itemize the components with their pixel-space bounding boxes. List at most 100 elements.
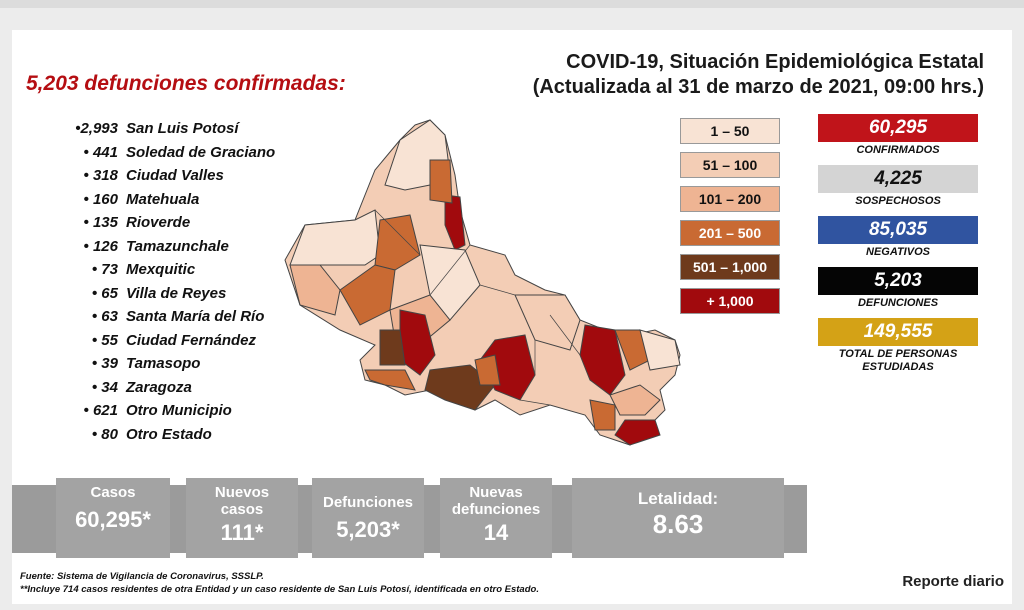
deaths-place: Matehuala <box>126 190 200 208</box>
summary-letalidad: Letalidad: 8.63 <box>572 478 784 558</box>
stat-block: 149,555 TOTAL DE PERSONAS ESTUDIADAS <box>818 318 978 374</box>
stat-label: TOTAL DE PERSONAS ESTUDIADAS <box>838 348 958 373</box>
stat-block: 4,225 SOSPECHOSOS <box>818 165 978 208</box>
stat-value: 60,295 <box>818 114 978 142</box>
summary-nuevos-casos-value: 111* <box>220 520 264 545</box>
map-region-huasteca-5 <box>589 399 616 431</box>
stat-value: 5,203 <box>818 267 978 295</box>
deaths-list-item: • 318 Ciudad Valles <box>44 167 275 191</box>
map-region-east-strip <box>444 194 466 251</box>
deaths-list-item: • 73 Mexquitic <box>44 261 275 285</box>
map-region-south-west <box>364 369 416 391</box>
deaths-list-item: • 65 Villa de Reyes <box>44 285 275 309</box>
map-region-villa-reyes <box>424 364 496 411</box>
deaths-count: •2,993 <box>75 120 118 137</box>
deaths-list-item: • 55 Ciudad Fernández <box>44 332 275 356</box>
deaths-place: Rioverde <box>126 214 191 231</box>
map-border-6 <box>519 399 551 406</box>
map-region-matehuala <box>374 214 421 271</box>
deaths-count: • 135 <box>83 214 118 231</box>
deaths-place: Zaragoza <box>126 378 192 396</box>
deaths-place: Mexquitic <box>126 261 196 278</box>
legend-item: + 1,000 <box>680 288 780 314</box>
summary-casos-label: Casos <box>90 484 136 501</box>
stat-value: 85,035 <box>818 216 978 244</box>
deaths-list-item: • 80 Otro Estado <box>44 426 275 450</box>
top-bar <box>0 0 1024 8</box>
legend-item: 101 – 200 <box>680 186 780 212</box>
deaths-count: • 63 <box>91 308 118 325</box>
legend-item: 501 – 1,000 <box>680 254 780 280</box>
stat-block: 60,295 CONFIRMADOS <box>818 114 978 157</box>
deaths-place: Ciudad Valles <box>126 167 224 184</box>
summary-nuevas-defunciones: Nuevas defunciones 14 <box>440 478 552 558</box>
map-region-central-west <box>339 264 396 326</box>
map-region-mid-east <box>514 294 581 351</box>
map-border-2 <box>429 244 471 296</box>
map-region-ne-small <box>429 159 453 204</box>
deaths-count: • 621 <box>83 402 118 419</box>
summary-nuevos-casos-label: Nuevos casos <box>214 484 270 518</box>
map-border-1 <box>374 209 421 256</box>
deaths-count: • 65 <box>91 284 118 302</box>
title-line-1: COVID-19, Situación Epidemiológica Estat… <box>566 51 984 73</box>
deaths-list-item: • 135 Rioverde <box>44 214 275 238</box>
deaths-list-item: • 34 Zaragoza <box>44 379 275 403</box>
deaths-list-item: • 39 Tamasopo <box>44 355 275 379</box>
deaths-place: Otro Municipio <box>126 402 232 419</box>
legend-item: 1 – 50 <box>680 118 780 144</box>
footnote-source: Fuente: Sistema de Vigilancia de Coronav… <box>20 571 264 582</box>
report-label: Reporte diario <box>902 573 1004 590</box>
deaths-count: • 126 <box>83 237 118 255</box>
map-region-northwest <box>289 209 381 266</box>
map-region-west <box>289 264 341 316</box>
deaths-list-item: • 160 Matehuala <box>44 191 275 215</box>
deaths-place: Tamazunchale <box>126 237 229 255</box>
summary-casos-value: 60,295* <box>75 507 151 532</box>
stat-block: 85,035 NEGATIVOS <box>818 216 978 259</box>
color-legend: 1 – 50 51 – 100 101 – 200 201 – 500 501 – 1,… <box>680 118 780 322</box>
deaths-list-item: • 126 Tamazunchale <box>44 238 275 262</box>
deaths-place: Soledad de Graciano <box>126 143 276 161</box>
summary-letalidad-value: 8.63 <box>652 509 704 539</box>
deaths-place: Tamasopo <box>126 355 201 372</box>
footnotes: Fuente: Sistema de Vigilancia de Coronav… <box>20 570 539 596</box>
stat-label: DEFUNCIONES <box>857 297 939 309</box>
summary-letalidad-label: Letalidad: <box>637 489 719 508</box>
summary-nuevas-defunciones-label: Nuevas defunciones <box>451 484 541 518</box>
summary-defunciones-value: 5,203* <box>336 517 400 542</box>
map-region-huasteca-4 <box>614 419 661 446</box>
footnote-note: **Incluye 714 casos residentes de otra E… <box>20 584 539 595</box>
deaths-list-item: • 63 Santa María del Río <box>44 308 275 332</box>
deaths-count: • 39 <box>91 355 118 372</box>
map-region-center-east <box>474 354 501 386</box>
stat-value: 149,555 <box>818 318 978 346</box>
stat-label: NEGATIVOS <box>866 246 930 258</box>
deaths-place: Villa de Reyes <box>126 284 227 302</box>
map-border-5 <box>549 314 581 356</box>
summary-defunciones: Defunciones 5,203* <box>312 478 424 558</box>
map-border-3 <box>479 284 516 296</box>
deaths-count: • 160 <box>83 190 118 208</box>
stat-label: CONFIRMADOS <box>856 144 940 156</box>
state-map <box>284 119 681 446</box>
deaths-count: • 441 <box>83 143 118 161</box>
summary-nuevas-defunciones-value: 14 <box>483 520 509 545</box>
page-title: COVID-19, Situación Epidemiológica Estat… <box>533 50 984 100</box>
deaths-count: • 73 <box>91 261 118 278</box>
legend-item: 51 – 100 <box>680 152 780 178</box>
summary-casos: Casos 60,295* <box>56 478 170 558</box>
deaths-place: Ciudad Fernández <box>126 331 257 349</box>
deaths-list-item: • 441 Soledad de Graciano <box>44 143 276 168</box>
summary-defunciones-label: Defunciones <box>322 494 413 511</box>
summary-nuevos-casos: Nuevos casos 111* <box>186 478 298 558</box>
deaths-place: Otro Estado <box>126 425 212 443</box>
title-line-2: (Actualizada al 31 de marzo de 2021, 09:… <box>532 76 984 98</box>
map-region-huasteca-3 <box>609 384 661 416</box>
deaths-list-item: •2,993 San Luis Potosí <box>44 120 275 144</box>
deaths-heading: 5,203 defunciones confirmadas: <box>26 72 346 95</box>
stat-block: 5,203 DEFUNCIONES <box>818 267 978 310</box>
deaths-place: San Luis Potosí <box>126 120 239 137</box>
deaths-count: • 55 <box>91 331 118 349</box>
deaths-place: Santa María del Río <box>126 308 265 325</box>
